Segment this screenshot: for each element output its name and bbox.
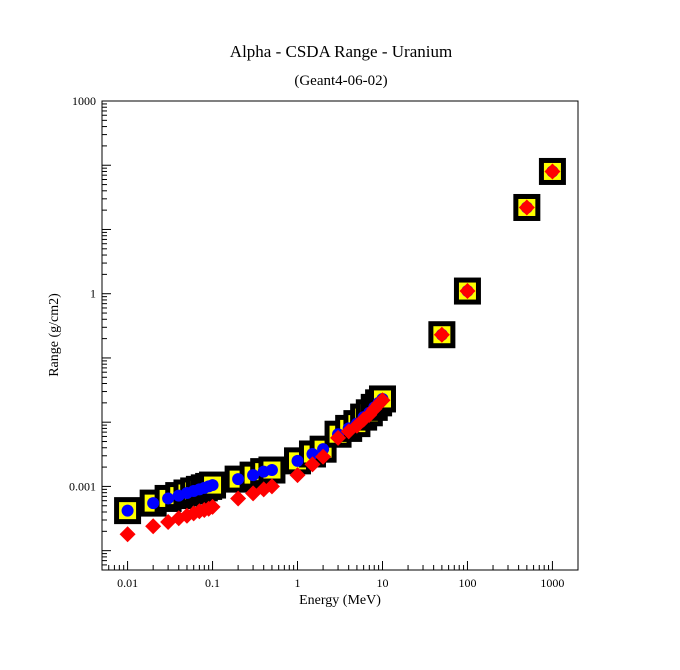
series-2-diamond [119, 163, 561, 543]
circle-marker [121, 504, 134, 517]
x-tick-label: 1 [295, 576, 301, 590]
diamond-marker [315, 448, 332, 465]
circle-marker [291, 454, 304, 467]
y-axis-label: Range (g/cm2) [47, 293, 62, 377]
x-tick-label: 10 [376, 576, 388, 590]
chart-subtitle: (Geant4-06-02) [294, 73, 387, 89]
circle-marker [265, 464, 278, 477]
diamond-marker [289, 467, 306, 484]
chart-title: Alpha - CSDA Range - Uranium [230, 42, 452, 61]
plot-frame [101, 100, 579, 571]
circle-marker [206, 479, 219, 492]
circle-marker [147, 497, 160, 510]
circle-marker [162, 492, 175, 505]
diamond-marker [304, 456, 321, 473]
y-tick-label: 0.001 [69, 479, 96, 493]
diamond-marker [433, 326, 450, 343]
diamond-marker [374, 392, 391, 409]
x-tick-label: 1000 [540, 576, 564, 590]
diamond-marker [330, 429, 347, 446]
axis-ticks: 0.01 0.1 1 10 100 1000 0.001 1 1000 [69, 94, 579, 590]
diamond-marker [119, 526, 136, 543]
circle-marker [247, 469, 260, 482]
diamond-marker [263, 478, 280, 495]
x-tick-label: 100 [458, 576, 476, 590]
diamond-marker [145, 518, 162, 535]
circle-marker [232, 473, 245, 486]
diamond-marker [518, 199, 535, 216]
diamond-marker [544, 163, 561, 180]
x-axis-label: Energy (MeV) [299, 593, 381, 608]
y-tick-label: 1000 [72, 94, 96, 108]
y-tick-label: 1 [90, 287, 96, 301]
x-tick-label: 0.1 [205, 576, 220, 590]
data-marks [114, 157, 566, 543]
x-tick-label: 0.01 [117, 576, 138, 590]
diamond-marker [204, 498, 221, 515]
diamond-marker [459, 283, 476, 300]
diamond-marker [230, 490, 247, 507]
